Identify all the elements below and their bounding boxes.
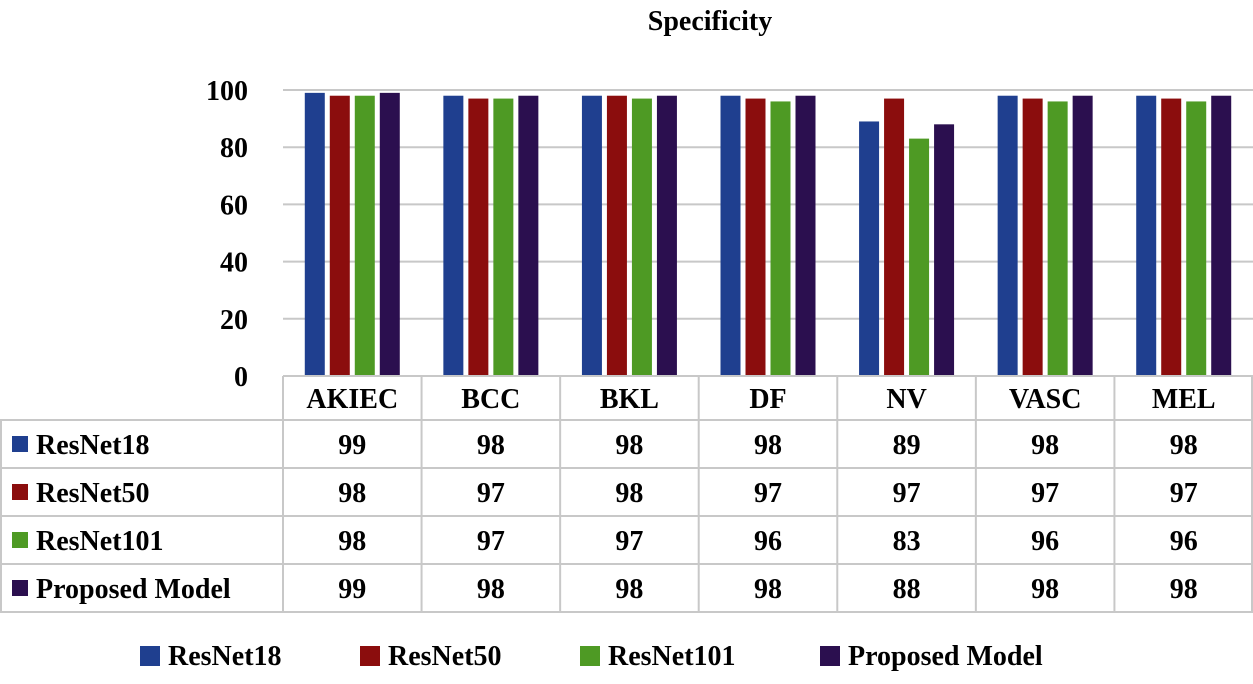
bar — [329, 95, 350, 376]
table-cell-value: 97 — [1031, 478, 1059, 509]
bar — [745, 98, 766, 376]
table-cell-value: 97 — [1170, 478, 1198, 509]
legend-key — [820, 646, 840, 666]
table-cell-value: 99 — [338, 430, 366, 461]
bar — [1211, 95, 1232, 376]
table-legend-key — [12, 484, 28, 500]
table-cell-value: 98 — [615, 478, 643, 509]
table-cell-value: 98 — [477, 574, 505, 605]
bar — [934, 124, 955, 376]
table-series-label: ResNet18 — [36, 430, 150, 461]
y-tick-label: 100 — [206, 76, 248, 107]
table-cell-value: 89 — [893, 430, 921, 461]
bar — [1161, 98, 1182, 376]
category-label: MEL — [1152, 384, 1216, 415]
category-label: BCC — [461, 384, 520, 415]
table-legend-key — [12, 580, 28, 596]
data-table: AKIEC BCC BKL DF NV VASC MEL ResNet18 99 98 98 98 89… — [0, 375, 1253, 613]
table-cell-value: 96 — [1031, 526, 1059, 557]
legend-label: ResNet18 — [168, 641, 282, 672]
bar — [1072, 95, 1093, 376]
bar — [518, 95, 539, 376]
bar — [1136, 95, 1157, 376]
table-cell-value: 97 — [615, 526, 643, 557]
table-cell-value: 97 — [893, 478, 921, 509]
y-axis-ticks: 0 20 40 60 80 100 — [206, 76, 248, 393]
bar — [795, 95, 816, 376]
table-legend-key — [12, 436, 28, 452]
bar — [1047, 101, 1068, 376]
bar — [770, 101, 791, 376]
bars — [304, 92, 1232, 377]
table-cell-value: 96 — [754, 526, 782, 557]
category-label: VASC — [1009, 384, 1082, 415]
table-legend-key — [12, 532, 28, 548]
y-tick-label: 40 — [220, 248, 248, 279]
table-series-label: ResNet101 — [36, 526, 164, 557]
bar — [606, 95, 627, 376]
bar — [354, 95, 375, 376]
table-cell-value: 97 — [477, 478, 505, 509]
bar — [656, 95, 677, 376]
table-cell-value: 98 — [615, 574, 643, 605]
table-cell-value: 98 — [338, 526, 366, 557]
table-series-label: Proposed Model — [36, 574, 231, 605]
chart-title: Specificity — [648, 6, 772, 37]
bar — [1186, 101, 1207, 376]
gridlines — [283, 89, 1253, 320]
y-tick-label: 80 — [220, 133, 248, 164]
category-label: BKL — [600, 384, 659, 415]
category-label: AKIEC — [306, 384, 398, 415]
table-cell-value: 83 — [893, 526, 921, 557]
table-cell-value: 97 — [754, 478, 782, 509]
table-cell-value: 98 — [754, 574, 782, 605]
legend-key — [360, 646, 380, 666]
bar — [909, 138, 930, 376]
legend: ResNet18 ResNet50 ResNet101 Proposed Model — [140, 641, 1043, 672]
bar — [859, 121, 880, 377]
category-label: NV — [886, 384, 926, 415]
bar — [493, 98, 514, 376]
table-cell-value: 88 — [893, 574, 921, 605]
legend-label: ResNet50 — [388, 641, 502, 672]
table-cell-value: 98 — [615, 430, 643, 461]
table-cell-value: 97 — [477, 526, 505, 557]
table-cell-value: 98 — [338, 478, 366, 509]
legend-label: ResNet101 — [608, 641, 736, 672]
table-cell-value: 96 — [1170, 526, 1198, 557]
legend-key — [140, 646, 160, 666]
bar — [304, 92, 325, 377]
legend-key — [580, 646, 600, 666]
bar — [997, 95, 1018, 376]
table-cell-value: 98 — [754, 430, 782, 461]
table-cell-value: 98 — [477, 430, 505, 461]
legend-label: Proposed Model — [848, 641, 1043, 672]
table-cell-value: 99 — [338, 574, 366, 605]
bar — [581, 95, 602, 376]
bar — [884, 98, 905, 376]
bar — [720, 95, 741, 376]
table-cell-value: 98 — [1031, 574, 1059, 605]
y-tick-label: 20 — [220, 305, 248, 336]
table-cell-value: 98 — [1170, 574, 1198, 605]
y-tick-label: 0 — [234, 362, 248, 393]
table-cell-value: 98 — [1170, 430, 1198, 461]
category-label: DF — [749, 384, 786, 415]
bar — [631, 98, 652, 376]
table-cell-value: 98 — [1031, 430, 1059, 461]
bar — [1022, 98, 1043, 376]
bar — [379, 92, 400, 377]
y-tick-label: 60 — [220, 190, 248, 221]
table-series-label: ResNet50 — [36, 478, 150, 509]
bar — [443, 95, 464, 376]
bar — [468, 98, 489, 376]
